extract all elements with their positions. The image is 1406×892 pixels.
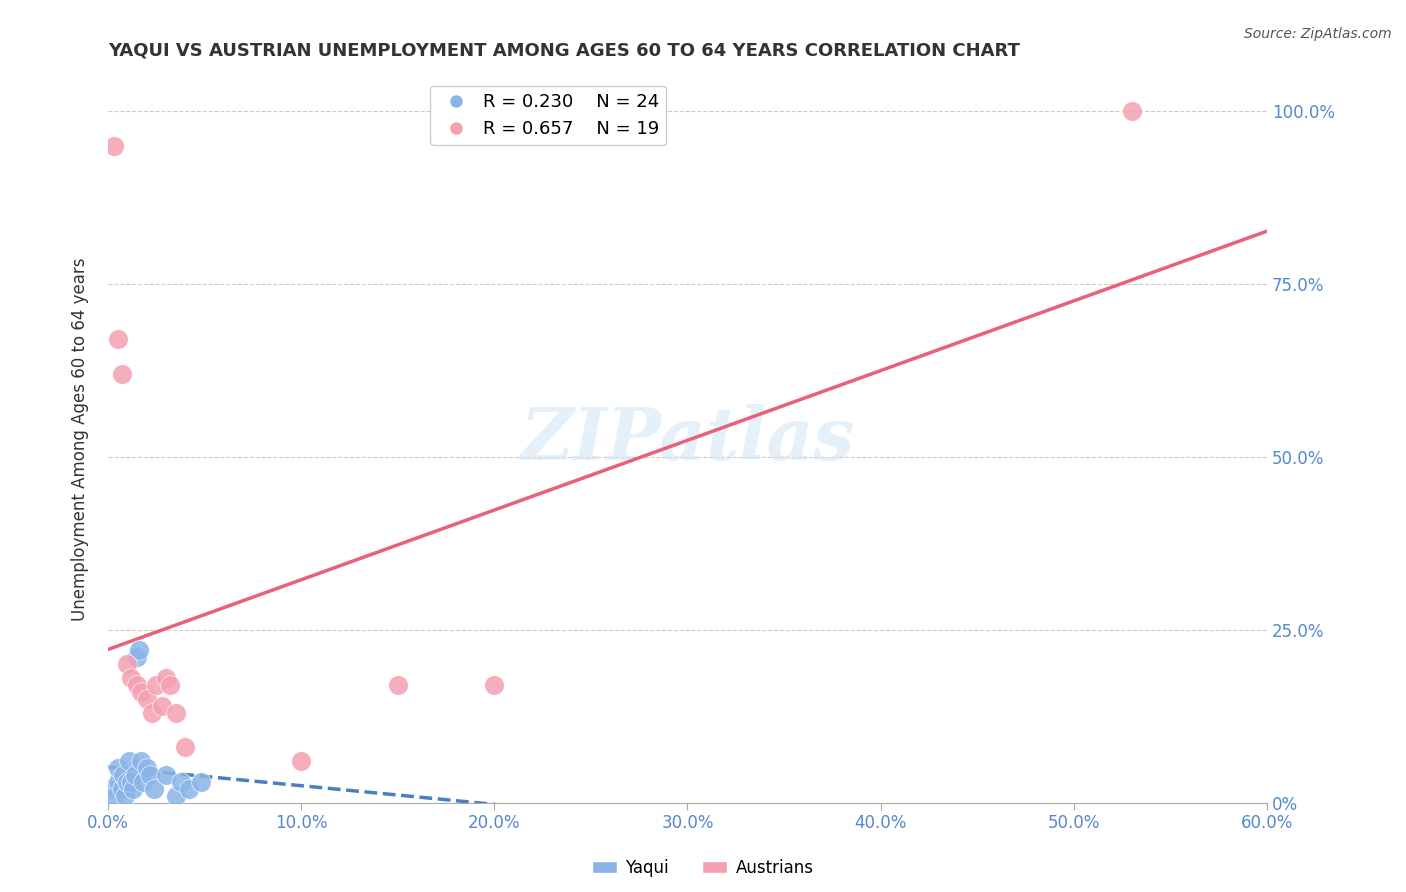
Point [155, 768, 177, 782]
Point [124, 768, 146, 782]
Point [139, 768, 162, 782]
Point [118, 754, 141, 768]
Point [135, 691, 157, 706]
Point [114, 789, 136, 803]
Point [103, 789, 125, 803]
Point [165, 706, 187, 720]
Point [129, 685, 152, 699]
Point [122, 781, 145, 796]
Point [120, 671, 142, 685]
Legend: R = 0.230    N = 24, R = 0.657    N = 19: R = 0.230 N = 24, R = 0.657 N = 19 [430, 86, 666, 145]
Point [107, 775, 129, 789]
Point [110, 367, 132, 381]
Point [117, 775, 139, 789]
Point [103, 138, 125, 153]
Point [159, 678, 181, 692]
Point [107, 761, 129, 775]
Point [135, 761, 157, 775]
Point [155, 671, 177, 685]
Point [165, 789, 187, 803]
Point [190, 775, 212, 789]
Point [110, 781, 132, 796]
Point [387, 678, 409, 692]
Point [170, 775, 193, 789]
Point [125, 650, 148, 665]
Text: ZIPatlas: ZIPatlas [520, 404, 855, 475]
Point [150, 698, 173, 713]
Point [112, 768, 135, 782]
Point [107, 332, 129, 346]
Text: YAQUI VS AUSTRIAN UNEMPLOYMENT AMONG AGES 60 TO 64 YEARS CORRELATION CHART: YAQUI VS AUSTRIAN UNEMPLOYMENT AMONG AGE… [108, 42, 1019, 60]
Point [97, 781, 120, 796]
Point [125, 678, 148, 692]
Point [1121, 104, 1143, 119]
Text: Source: ZipAtlas.com: Source: ZipAtlas.com [1244, 27, 1392, 41]
Legend: Yaqui, Austrians: Yaqui, Austrians [585, 853, 821, 884]
Point [129, 754, 152, 768]
Point [174, 740, 197, 755]
Point [484, 678, 506, 692]
Point [117, 657, 139, 672]
Point [141, 706, 163, 720]
Point [143, 781, 166, 796]
Point [290, 754, 312, 768]
Point [120, 775, 142, 789]
Point [145, 678, 167, 692]
Y-axis label: Unemployment Among Ages 60 to 64 years: Unemployment Among Ages 60 to 64 years [72, 258, 89, 622]
Point [179, 781, 201, 796]
Point [128, 643, 150, 657]
Point [132, 775, 155, 789]
